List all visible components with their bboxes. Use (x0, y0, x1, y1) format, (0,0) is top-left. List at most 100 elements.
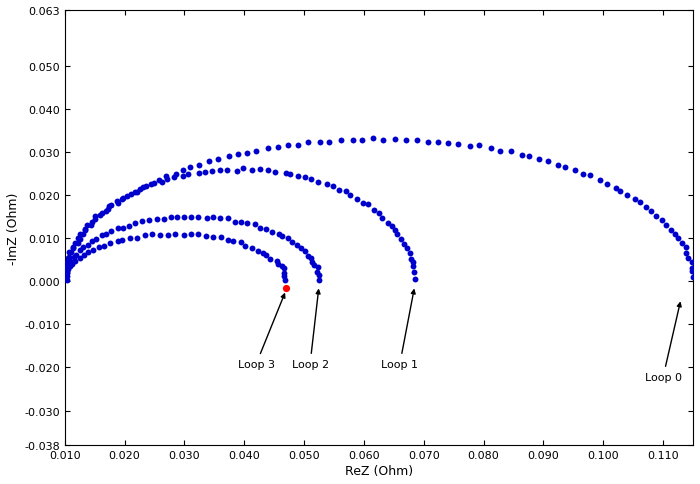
Point (62, 266, 74, 273)
Point (60, 272, 71, 279)
Point (395, 235, 407, 243)
Point (77, 231, 88, 239)
Point (222, 166, 233, 174)
Point (235, 219, 246, 227)
Point (148, 180, 160, 188)
Point (680, 250, 692, 258)
Point (199, 169, 211, 177)
Point (228, 237, 239, 245)
Point (186, 231, 197, 239)
Point (410, 275, 421, 283)
Text: Loop 0: Loop 0 (645, 303, 682, 382)
Point (83, 249, 94, 257)
Point (137, 218, 148, 226)
Point (312, 179, 323, 186)
Point (139, 231, 150, 239)
Point (137, 183, 148, 191)
Point (146, 181, 157, 189)
Point (279, 270, 290, 277)
Point (517, 152, 528, 160)
Point (255, 225, 266, 232)
Point (273, 260, 284, 268)
Point (486, 145, 497, 152)
Point (60, 269, 71, 276)
Point (168, 173, 179, 181)
Point (70, 240, 81, 247)
Point (65, 249, 76, 257)
Point (253, 247, 264, 255)
Point (165, 214, 176, 222)
Point (178, 167, 189, 175)
Point (560, 164, 571, 172)
Point (672, 235, 683, 242)
Point (193, 214, 204, 222)
Point (207, 213, 218, 221)
Point (61, 276, 72, 284)
Point (130, 220, 141, 227)
Point (368, 207, 379, 214)
Point (278, 265, 289, 272)
Point (130, 188, 141, 196)
Point (273, 143, 284, 151)
Point (194, 169, 205, 177)
Point (356, 136, 368, 144)
Point (321, 181, 332, 188)
Point (61, 273, 72, 281)
Point (231, 167, 242, 175)
Point (60, 272, 71, 279)
Point (306, 258, 317, 266)
Point (185, 213, 196, 221)
Point (305, 176, 316, 183)
Text: Loop 1: Loop 1 (382, 290, 419, 369)
Point (295, 245, 307, 253)
Y-axis label: -ImZ (Ohm): -ImZ (Ohm) (7, 192, 20, 264)
Point (117, 196, 128, 203)
Point (257, 249, 268, 257)
Point (134, 185, 146, 193)
Point (570, 167, 581, 175)
Point (676, 240, 687, 247)
Point (77, 243, 88, 251)
Point (193, 162, 204, 169)
Point (60, 265, 71, 272)
Point (282, 234, 293, 242)
Point (610, 185, 622, 193)
Point (154, 232, 165, 240)
Point (60, 266, 71, 274)
Point (235, 239, 246, 246)
Point (239, 242, 251, 250)
Point (63, 255, 74, 262)
Point (90, 236, 101, 243)
Point (686, 259, 697, 267)
Point (552, 162, 564, 170)
Point (98, 242, 109, 250)
Point (82, 242, 93, 249)
Point (278, 272, 289, 280)
Point (285, 171, 296, 179)
Point (251, 148, 262, 156)
Point (113, 200, 124, 208)
Point (125, 191, 136, 199)
Point (389, 136, 400, 144)
Point (328, 182, 339, 190)
Point (229, 218, 240, 226)
Point (687, 264, 698, 272)
Point (124, 234, 135, 242)
Point (64, 263, 76, 271)
Point (578, 170, 589, 178)
Point (241, 150, 253, 158)
Point (423, 139, 434, 147)
Point (131, 188, 142, 196)
Point (118, 225, 129, 232)
Point (232, 151, 244, 159)
Point (402, 244, 413, 252)
Point (93, 244, 104, 252)
Point (412, 137, 423, 145)
Point (141, 183, 152, 191)
Point (223, 153, 235, 161)
Point (629, 196, 641, 203)
Point (404, 250, 415, 258)
Point (60, 271, 71, 278)
Point (399, 241, 410, 248)
Point (594, 177, 605, 184)
